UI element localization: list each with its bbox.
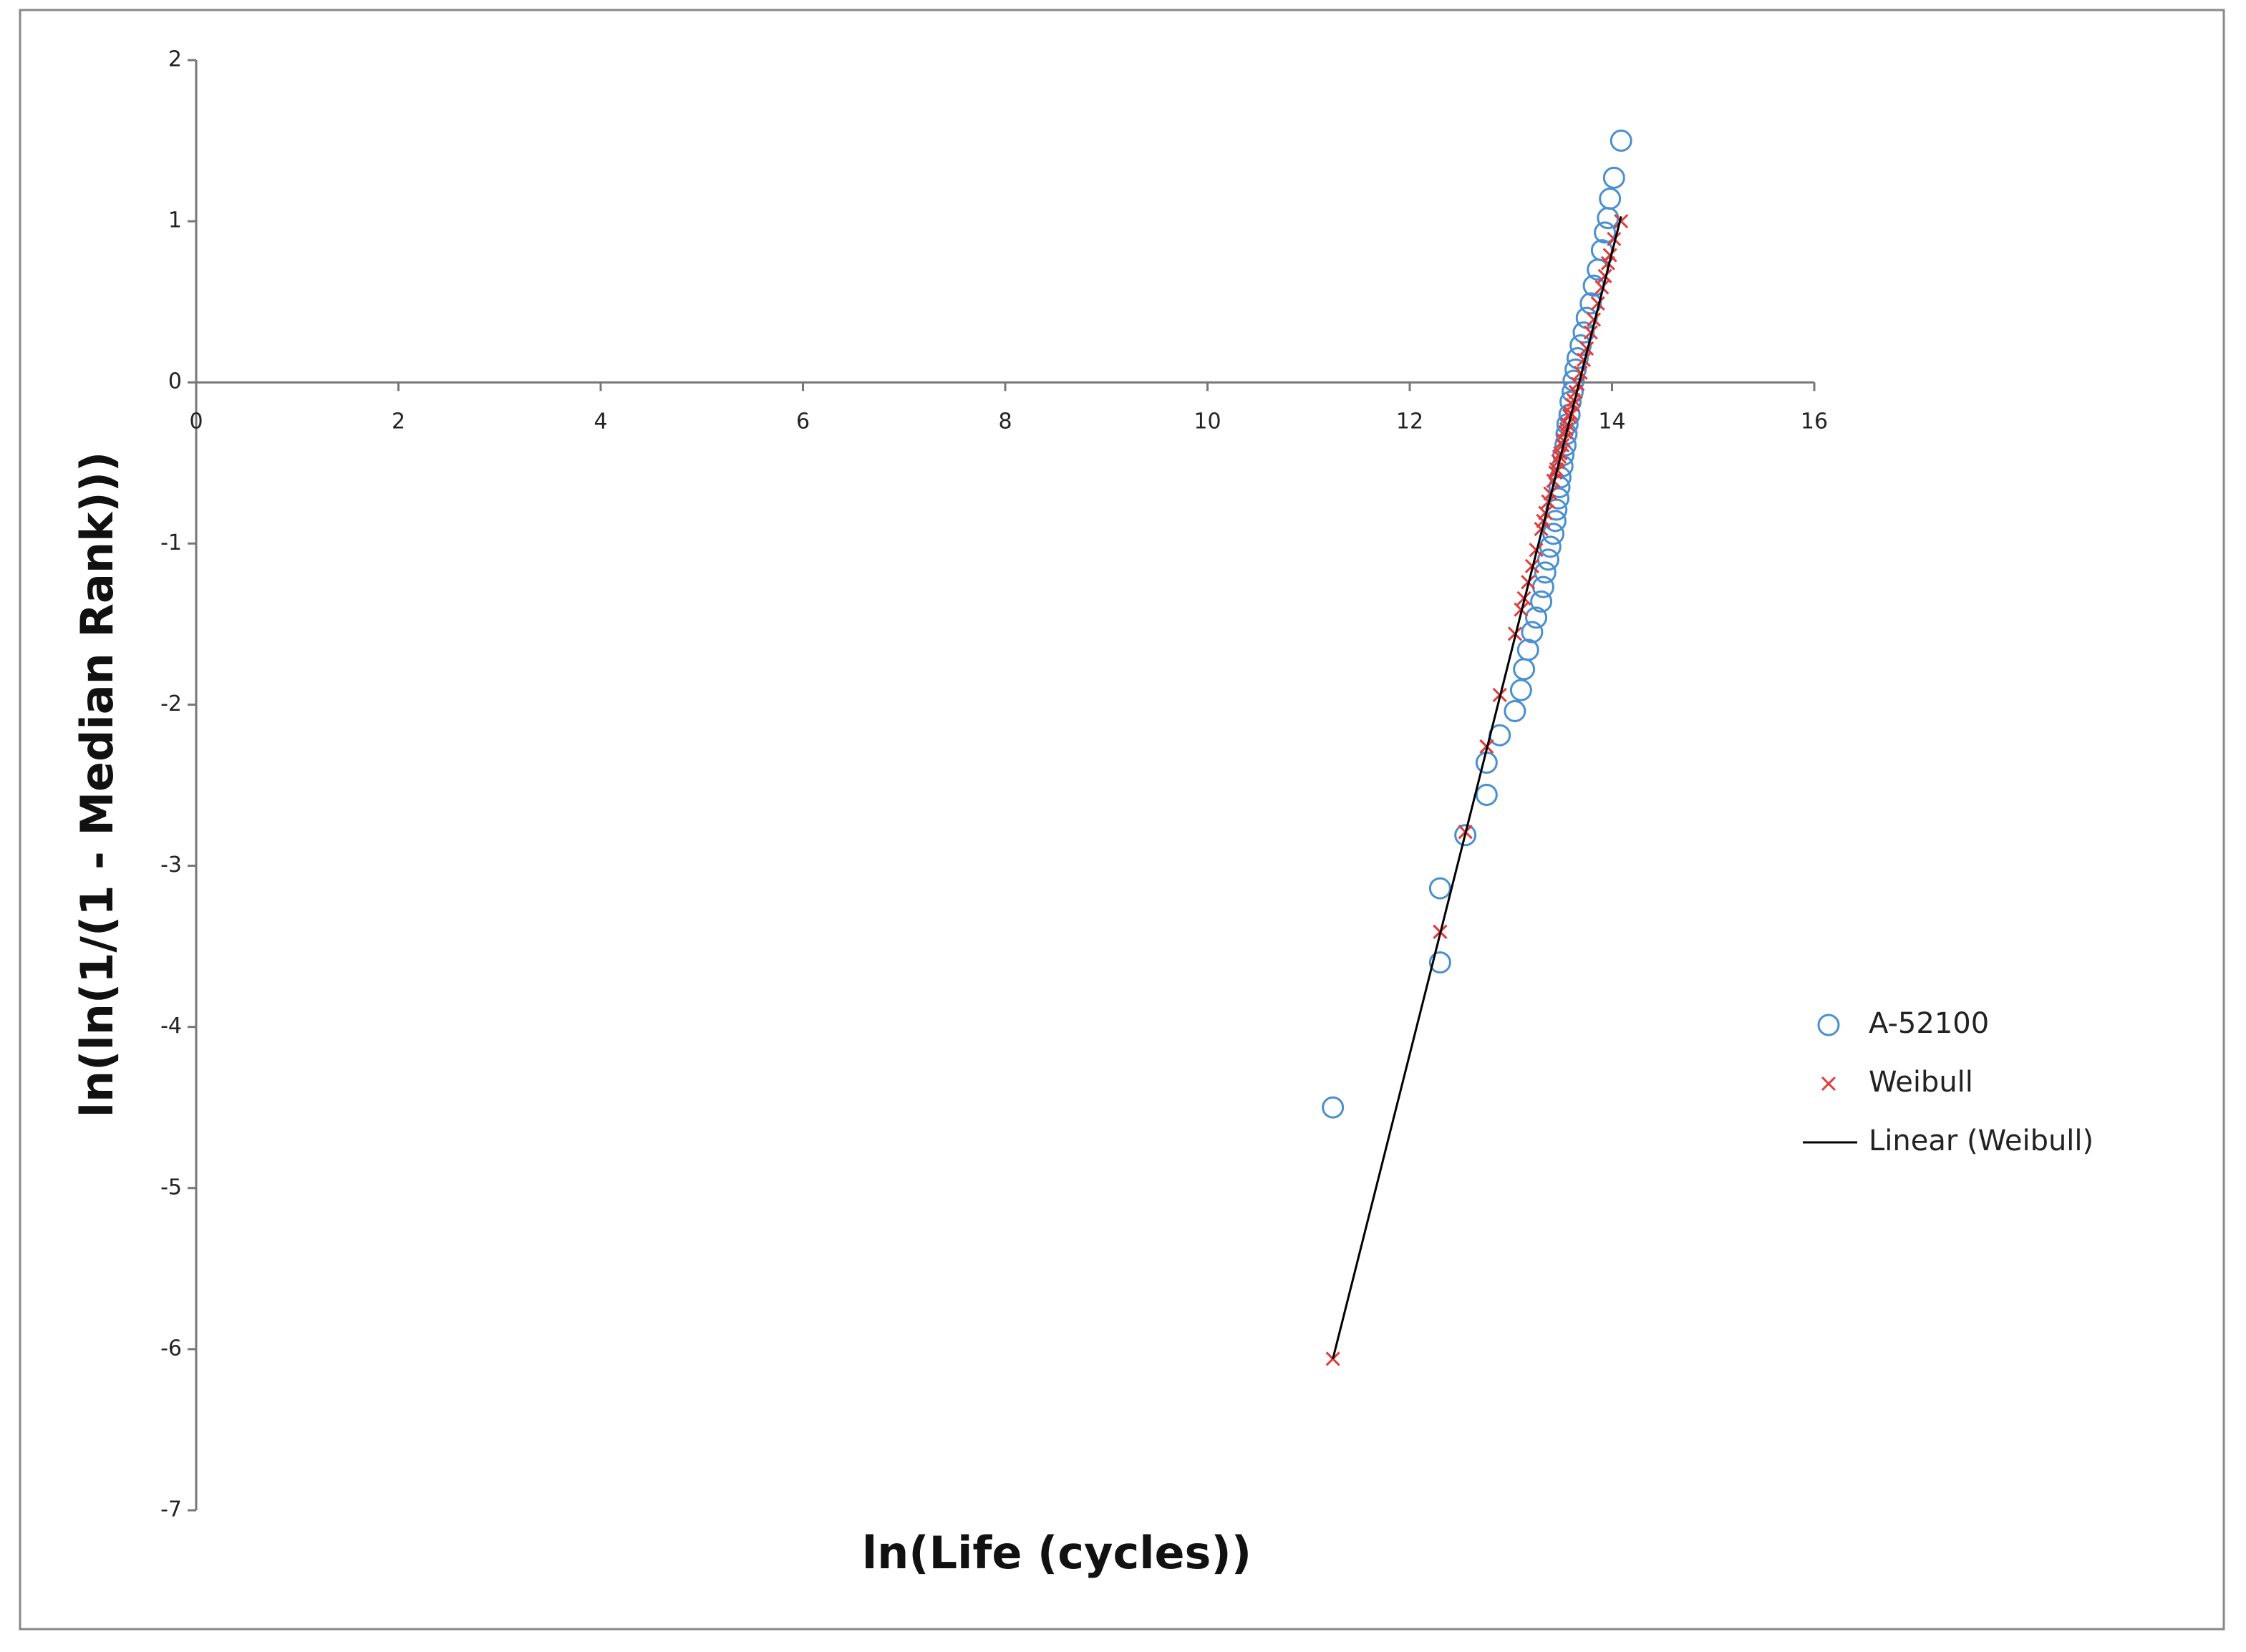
legend-label: A-52100: [1869, 1007, 1989, 1040]
data-point: [1542, 523, 1565, 545]
data-point: [1599, 188, 1622, 210]
x-tick-label: 2: [392, 409, 405, 434]
data-point: [1614, 214, 1629, 229]
data-point: [1602, 248, 1617, 263]
data-point: [1504, 699, 1526, 722]
data-point: [1325, 1351, 1340, 1366]
data-point: [1509, 679, 1532, 701]
y-tick-label: 2: [168, 47, 182, 72]
data-point: [1602, 166, 1625, 189]
y-tick-label: -2: [160, 691, 182, 716]
data-point: [1579, 292, 1602, 315]
data-point: [1610, 130, 1632, 152]
data-point: [1562, 409, 1577, 424]
y-tick-label: 1: [168, 208, 182, 233]
data-point: [1564, 358, 1587, 381]
data-point: [1322, 1096, 1345, 1119]
y-tick-label: -3: [160, 852, 182, 878]
x-tick-label: 8: [998, 409, 1012, 434]
x-tick-label: 12: [1396, 409, 1423, 434]
legend-symbol: [1821, 1076, 1836, 1092]
data-point: [1594, 221, 1617, 244]
y-tick-label: -4: [160, 1014, 182, 1039]
data-point: [1576, 352, 1592, 367]
chart-border: [19, 9, 2225, 1631]
y-tick-label: 0: [168, 369, 182, 394]
x-tick-label: 14: [1598, 409, 1625, 434]
x-axis-title: ln(Life (cycles)): [862, 1527, 1252, 1579]
data-point: [1534, 561, 1557, 584]
data-point: [1547, 487, 1570, 510]
data-point: [1516, 638, 1539, 661]
y-tick-label: -5: [160, 1175, 182, 1200]
data-point: [1525, 606, 1548, 629]
x-tick-label: 16: [1801, 409, 1828, 434]
data-point: [1607, 231, 1622, 246]
x-tick-label: 10: [1194, 409, 1221, 434]
y-tick-label: -7: [160, 1497, 182, 1522]
data-point: [1590, 296, 1605, 311]
y-axis-title: ln(ln(1/(1 - Median Rank))): [71, 452, 123, 1118]
legend-label: Linear (Weibull): [1869, 1124, 2093, 1157]
data-point: [1587, 312, 1602, 327]
data-point: [1570, 376, 1585, 392]
legend-label: Weibull: [1869, 1066, 1973, 1099]
x-tick-label: 6: [796, 409, 810, 434]
x-tick-label: 0: [189, 409, 203, 434]
data-point: [1572, 321, 1595, 344]
data-point: [1521, 621, 1544, 643]
trend-line: [1332, 215, 1622, 1359]
data-point: [1594, 280, 1610, 295]
data-point: [1597, 268, 1612, 283]
y-tick-label: -6: [160, 1336, 182, 1361]
data-point: [1530, 590, 1553, 613]
data-point: [1552, 449, 1567, 464]
data-point: [1475, 784, 1498, 807]
legend-symbol: [1817, 1014, 1840, 1036]
data-point: [1428, 951, 1451, 974]
data-point: [1428, 877, 1451, 900]
x-tick-label: 4: [594, 409, 607, 434]
data-point: [1454, 824, 1477, 847]
y-tick-label: -1: [160, 530, 182, 555]
